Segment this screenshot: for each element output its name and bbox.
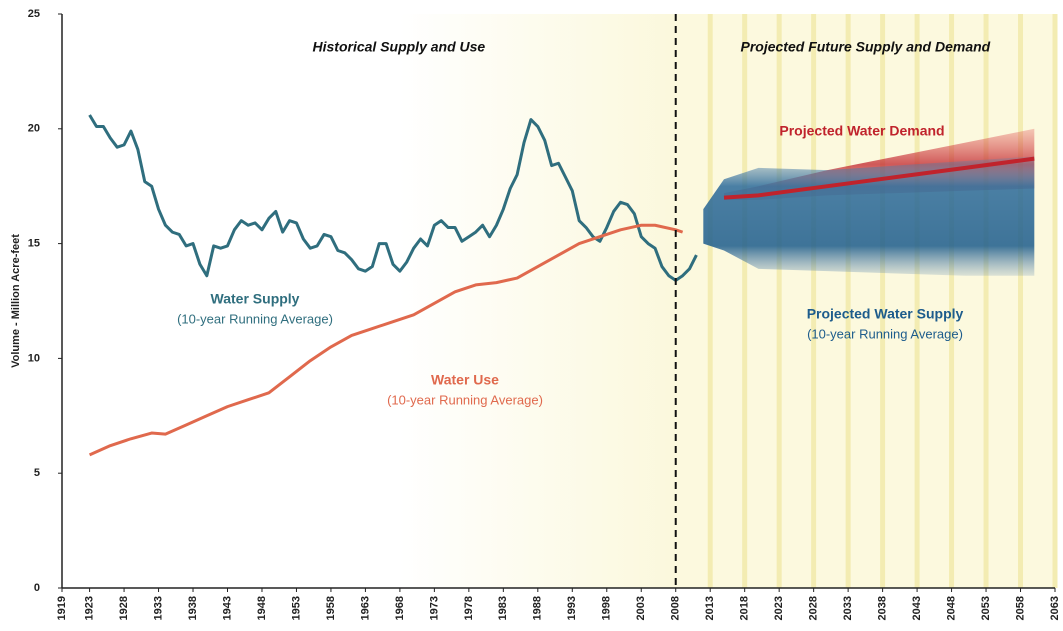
supply-band [703, 156, 1035, 276]
x-tick-label: 2043 [911, 596, 923, 620]
series-label: Projected Water Demand [779, 123, 944, 139]
section-label: Historical Supply and Use [313, 39, 486, 55]
x-tick-label: 1973 [428, 596, 440, 620]
x-tick-label: 2063 [1049, 596, 1061, 620]
x-tick-label: 1943 [221, 596, 233, 620]
x-tick-label: 2053 [980, 596, 992, 620]
x-tick-label: 1938 [187, 596, 199, 620]
x-tick-label: 2023 [773, 596, 785, 620]
x-tick-label: 2003 [635, 596, 647, 620]
x-tick-label: 1968 [394, 596, 406, 620]
y-axis-label: Volume - Million Acre-feet [10, 234, 22, 368]
x-tick-label: 1978 [463, 596, 475, 620]
x-tick-label: 1928 [118, 596, 130, 620]
x-tick-label: 2048 [945, 596, 957, 620]
section-label: Projected Future Supply and Demand [741, 39, 991, 55]
x-tick-label: 1933 [152, 596, 164, 620]
y-tick-label: 15 [28, 238, 40, 250]
x-tick-label: 2033 [842, 596, 854, 620]
series-line [88, 223, 684, 457]
y-tick-label: 0 [34, 582, 40, 594]
series-note: (10-year Running Average) [807, 326, 963, 341]
series-note: (10-year Running Average) [387, 392, 543, 407]
x-tick-label: 1958 [325, 596, 337, 620]
y-tick-label: 25 [28, 8, 40, 20]
x-tick-label: 2058 [1014, 596, 1026, 620]
series-note: (10-year Running Average) [177, 311, 333, 326]
series-line [723, 156, 1035, 200]
x-tick-label: 1948 [256, 596, 268, 620]
x-tick-label: 1953 [290, 596, 302, 620]
x-tick-label: 1988 [532, 596, 544, 620]
series-label: Water Use [431, 372, 499, 388]
x-tick-label: 1923 [83, 596, 95, 620]
y-tick-label: 10 [28, 352, 40, 364]
x-tick-label: 1963 [359, 596, 371, 620]
series-label: Projected Water Supply [807, 306, 964, 322]
y-tick-label: 20 [28, 123, 40, 135]
x-tick-label: 1998 [601, 596, 613, 620]
projected-background [675, 14, 1055, 588]
x-tick-label: 2028 [808, 596, 820, 620]
x-tick-label: 2018 [739, 596, 751, 620]
x-tick-label: 2038 [877, 596, 889, 620]
x-tick-label: 2013 [704, 596, 716, 620]
y-tick-label: 5 [34, 467, 40, 479]
x-tick-label: 2008 [670, 596, 682, 620]
x-tick-label: 1919 [56, 596, 68, 620]
x-tick-label: 1993 [566, 596, 578, 620]
series-label: Water Supply [211, 291, 300, 307]
historical-background [62, 14, 676, 588]
x-tick-label: 1983 [497, 596, 509, 620]
